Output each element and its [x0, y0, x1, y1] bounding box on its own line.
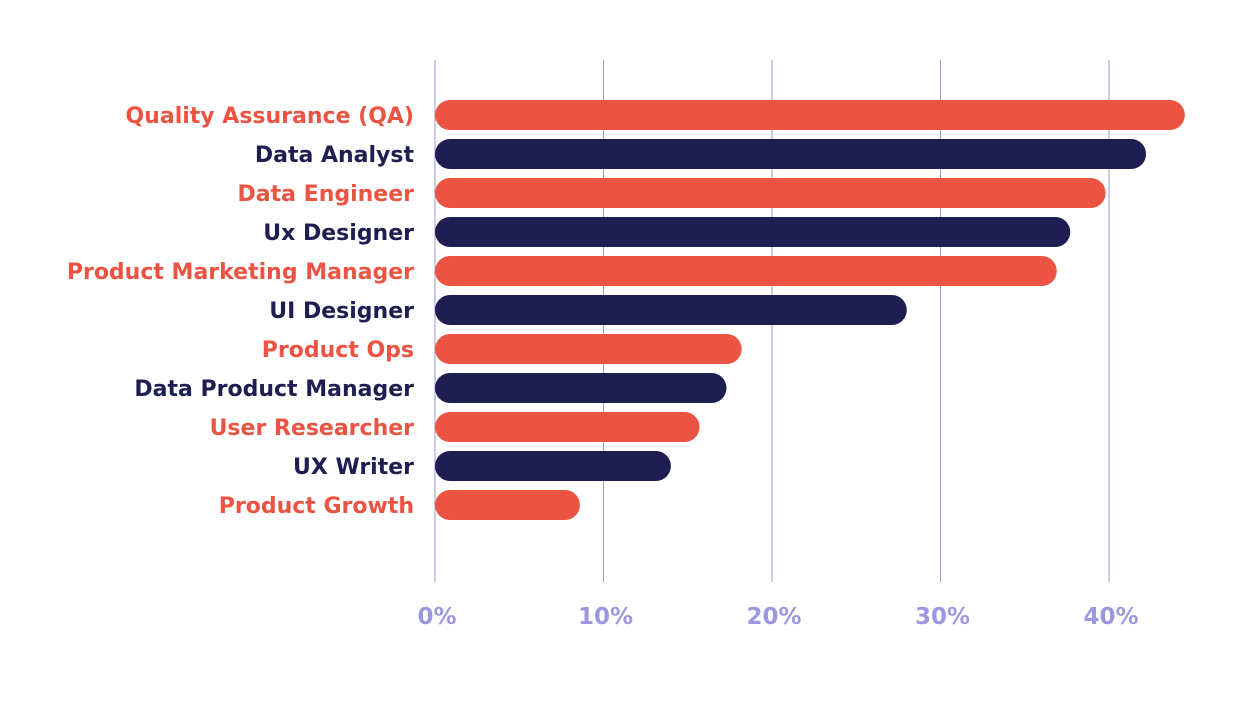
x-tick-label: 20% [746, 604, 801, 630]
bar-product-marketing-manager [435, 256, 1057, 286]
category-labels: Quality Assurance (QA) Data Analyst Data E… [67, 104, 415, 519]
category-label: UX Writer [293, 455, 414, 480]
category-label: Product Marketing Manager [67, 260, 414, 285]
bars [435, 100, 1185, 520]
category-label: Quality Assurance (QA) [125, 104, 414, 129]
bar-data-analyst [435, 139, 1147, 169]
category-label: Ux Designer [263, 221, 414, 246]
category-label: Data Product Manager [134, 377, 414, 402]
bar-quality-assurance-qa [435, 100, 1185, 130]
x-tick-label: 30% [915, 604, 970, 630]
bar-product-ops [435, 334, 742, 364]
bar-data-engineer [435, 178, 1106, 208]
category-label: Product Growth [219, 494, 414, 519]
category-label: Product Ops [262, 338, 414, 363]
x-tick-label: 0% [417, 604, 456, 630]
bar-product-growth [435, 490, 580, 520]
bar-ui-designer [435, 295, 907, 325]
x-axis-tick-labels: 0% 10% 20% 30% 40% [417, 604, 1138, 630]
category-label: User Researcher [210, 416, 415, 441]
category-label: Data Engineer [238, 182, 415, 207]
bar-user-researcher [435, 412, 700, 442]
bar-ux-writer [435, 451, 671, 481]
x-tick-label: 40% [1083, 604, 1138, 630]
category-label: UI Designer [269, 299, 414, 324]
category-label: Data Analyst [255, 143, 415, 168]
x-tick-label: 10% [578, 604, 633, 630]
bar-data-product-manager [435, 373, 727, 403]
bar-ux-designer [435, 217, 1071, 247]
